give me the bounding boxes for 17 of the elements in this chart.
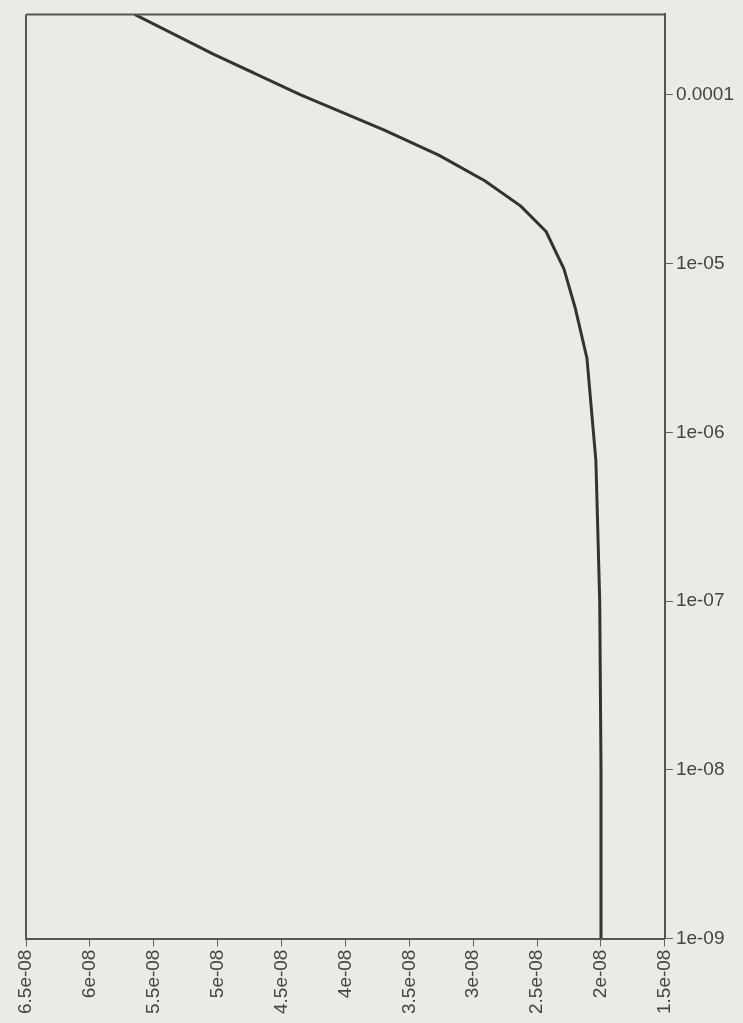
y2-tick-label: 1e-09 (675, 926, 725, 948)
x-tick-label: 6e-08 (78, 949, 100, 999)
x-tick-label: 3.5e-08 (397, 949, 419, 1015)
x-tick-label: 4e-08 (333, 949, 355, 999)
x-tick-label: 5.5e-08 (142, 949, 164, 1015)
x-tick-label: 6.5e-08 (14, 949, 36, 1015)
y2-tick-label: 1e-08 (675, 758, 725, 780)
x-tick-label: 3e-08 (461, 949, 483, 999)
y2-tick-label: 1e-07 (675, 589, 725, 611)
y2-tick-label: 0.0001 (675, 83, 735, 105)
y2-tick-label: 1e-06 (675, 420, 725, 442)
x-tick-label: 1.5e-08 (653, 949, 675, 1015)
x-tick-label: 5e-08 (205, 949, 227, 999)
x-tick-label: 2e-08 (589, 949, 611, 999)
x-tick-label: 2.5e-08 (525, 949, 547, 1015)
x-tick-label: 4.5e-08 (269, 949, 291, 1015)
y2-tick-label: 1e-05 (675, 251, 725, 273)
